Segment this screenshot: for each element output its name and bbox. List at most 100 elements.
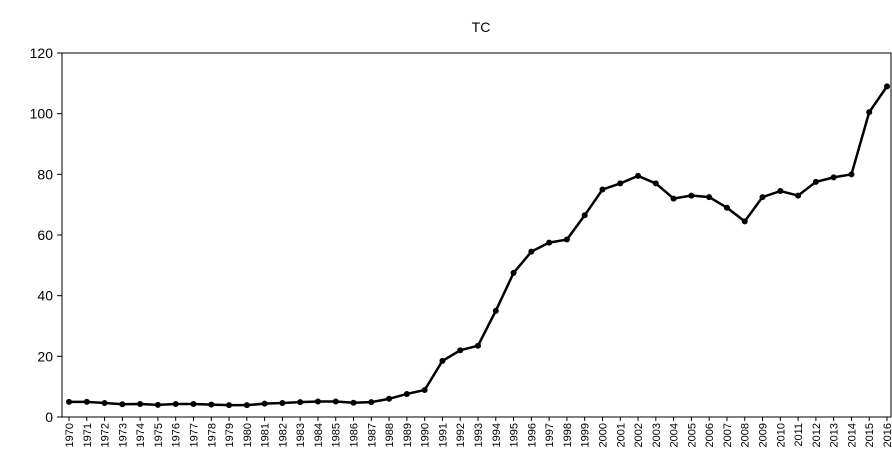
data-point bbox=[261, 400, 268, 407]
x-tick-label: 2010 bbox=[775, 423, 787, 447]
x-tick-label: 1971 bbox=[82, 423, 94, 447]
x-tick-label: 1982 bbox=[277, 423, 289, 447]
x-tick-label: 1987 bbox=[366, 423, 378, 447]
data-point bbox=[403, 390, 410, 397]
x-tick-label: 2005 bbox=[686, 423, 698, 447]
data-point bbox=[297, 399, 304, 406]
x-tick-label: 2002 bbox=[633, 423, 645, 447]
data-point bbox=[617, 180, 624, 187]
data-point bbox=[777, 188, 784, 195]
data-point bbox=[510, 269, 517, 276]
x-tick-label: 2015 bbox=[864, 423, 876, 447]
data-point bbox=[368, 399, 375, 406]
x-tick-label: 1980 bbox=[242, 423, 254, 447]
data-point bbox=[723, 204, 730, 211]
x-tick-label: 1981 bbox=[260, 423, 272, 447]
x-tick-label: 1973 bbox=[117, 423, 129, 447]
x-tick-label: 1978 bbox=[206, 423, 218, 447]
x-tick-label: 2011 bbox=[793, 423, 805, 447]
y-tick-label: 0 bbox=[45, 409, 53, 425]
data-point bbox=[208, 401, 215, 408]
y-tick-label: 40 bbox=[37, 288, 53, 304]
x-tick-label: 1984 bbox=[313, 423, 325, 447]
data-point bbox=[848, 171, 855, 178]
data-point bbox=[439, 357, 446, 364]
x-tick-label: 1992 bbox=[455, 423, 467, 447]
y-tick-label: 80 bbox=[37, 166, 53, 182]
x-tick-label: 1990 bbox=[420, 423, 432, 447]
x-tick-label: 1998 bbox=[562, 423, 574, 447]
data-point bbox=[421, 387, 428, 394]
y-tick-label: 60 bbox=[37, 227, 53, 243]
x-tick-label: 2003 bbox=[651, 423, 663, 447]
x-tick-label: 2012 bbox=[811, 423, 823, 447]
x-tick-label: 1977 bbox=[188, 423, 200, 447]
chart-title: TC bbox=[472, 19, 491, 35]
data-point bbox=[652, 180, 659, 187]
y-tick-label: 100 bbox=[30, 106, 54, 122]
data-point bbox=[599, 186, 606, 193]
x-tick-label: 1989 bbox=[402, 423, 414, 447]
data-point bbox=[226, 402, 233, 409]
x-tick-label: 2000 bbox=[597, 423, 609, 447]
plot-frame bbox=[61, 52, 892, 418]
x-tick-label: 1995 bbox=[509, 423, 521, 447]
data-point bbox=[706, 194, 713, 201]
x-tick-label: 2014 bbox=[846, 423, 858, 447]
data-point bbox=[66, 398, 72, 405]
data-point bbox=[759, 194, 766, 201]
data-point bbox=[350, 399, 357, 406]
data-point bbox=[83, 398, 90, 405]
data-point bbox=[386, 395, 393, 402]
data-point bbox=[546, 239, 553, 246]
x-tick-label: 1979 bbox=[224, 423, 236, 447]
data-point bbox=[688, 192, 695, 199]
x-tick-label: 1991 bbox=[437, 423, 449, 447]
data-point bbox=[457, 347, 464, 354]
y-tick-label: 20 bbox=[37, 348, 53, 364]
data-point bbox=[119, 401, 126, 408]
x-tick-label: 1986 bbox=[349, 423, 361, 447]
data-point bbox=[492, 307, 499, 314]
data-point bbox=[314, 398, 321, 405]
x-tick-label: 2001 bbox=[615, 423, 627, 447]
x-tick-label: 2009 bbox=[758, 423, 770, 447]
x-tick-label: 2013 bbox=[829, 423, 841, 447]
data-point bbox=[332, 398, 339, 405]
data-point bbox=[137, 400, 144, 407]
x-tick-label: 1994 bbox=[491, 423, 503, 447]
x-tick-label: 2006 bbox=[704, 423, 716, 447]
data-point bbox=[635, 172, 642, 179]
x-tick-label: 1999 bbox=[580, 423, 592, 447]
data-point bbox=[475, 342, 481, 349]
data-point bbox=[528, 248, 535, 255]
data-point bbox=[243, 402, 250, 409]
x-tick-label: 1974 bbox=[135, 423, 147, 447]
data-point bbox=[866, 109, 873, 116]
data-point bbox=[101, 400, 108, 407]
x-tick-label: 1975 bbox=[153, 423, 165, 447]
x-tick-label: 2016 bbox=[882, 423, 892, 447]
data-point bbox=[812, 178, 819, 185]
data-point bbox=[190, 400, 197, 407]
data-point bbox=[884, 83, 890, 90]
data-point bbox=[154, 401, 161, 408]
x-tick-label: 1997 bbox=[544, 423, 556, 447]
data-point bbox=[830, 174, 837, 181]
x-tick-label: 2004 bbox=[669, 423, 681, 447]
x-tick-label: 1970 bbox=[64, 423, 76, 447]
x-tick-label: 1988 bbox=[384, 423, 396, 447]
x-tick-label: 1985 bbox=[331, 423, 343, 447]
x-tick-label: 1996 bbox=[526, 423, 538, 447]
x-tick-label: 2008 bbox=[740, 423, 752, 447]
data-point bbox=[581, 212, 588, 219]
data-point bbox=[670, 195, 677, 202]
x-tick-label: 1983 bbox=[295, 423, 307, 447]
data-point bbox=[741, 218, 748, 225]
data-point bbox=[172, 400, 179, 407]
x-tick-label: 1976 bbox=[171, 423, 183, 447]
x-tick-label: 2007 bbox=[722, 423, 734, 447]
data-point bbox=[563, 236, 570, 243]
x-tick-label: 1972 bbox=[100, 423, 112, 447]
